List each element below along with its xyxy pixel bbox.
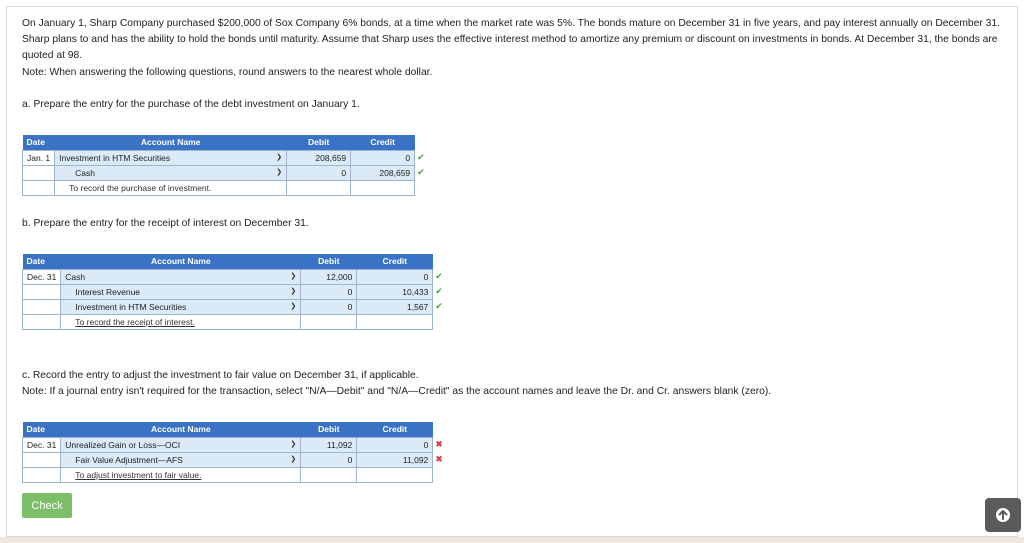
debit-input[interactable]: 12,000 [300,268,358,285]
credit-input[interactable]: 0 [356,436,434,453]
journal-table-b: Date Account Name Debit Credit Dec. 31 C… [21,254,445,330]
chevron-down-icon: ❯ [290,302,297,310]
credit-input[interactable]: 0 [356,268,434,285]
debit-input[interactable]: 208,659 [286,149,352,166]
part-c-question: c. Record the entry to adjust the invest… [22,370,419,381]
table-row: To adjust investment to fair value. [21,466,445,483]
debit-input[interactable]: 0 [300,283,358,300]
header-credit: Credit [350,135,415,150]
memo-text: To record the receipt of interest. [60,313,302,330]
table-row: Jan. 1 Investment in HTM Securities ❯ 208… [21,149,427,166]
header-credit: Credit [356,422,433,437]
credit-input[interactable]: 0 [350,149,416,166]
check-icon: ✔ [435,301,443,311]
part-c-note: Note: If a journal entry isn't required … [22,386,772,397]
chevron-down-icon: ❯ [290,272,297,280]
x-icon: ✖ [435,439,443,449]
bottom-strip [0,537,1024,543]
chevron-down-icon: ❯ [290,455,297,463]
table-row: Cash ❯ 0 208,659 ✔ [21,164,427,181]
journal-table-c: Date Account Name Debit Credit Dec. 31 U… [21,422,445,483]
account-select[interactable]: Cash ❯ [54,164,288,181]
problem-note: Note: When answering the following quest… [22,67,433,78]
table-row: To record the receipt of interest. [21,313,445,330]
account-select[interactable]: Fair Value Adjustment—AFS ❯ [60,451,302,468]
scroll-up-button[interactable] [985,498,1021,532]
header-debit: Debit [300,254,357,269]
check-icon: ✔ [417,152,425,162]
date-cell: Dec. 31 [21,436,62,453]
header-date: Date [22,135,55,150]
debit-input[interactable]: 0 [286,164,352,181]
part-b-question: b. Prepare the entry for the receipt of … [22,218,309,229]
date-cell: Dec. 31 [21,268,62,285]
header-debit: Debit [286,135,351,150]
part-a-question: a. Prepare the entry for the purchase of… [22,99,360,110]
table-row: Fair Value Adjustment—AFS ❯ 0 11,092 ✖ [21,451,445,468]
check-icon: ✔ [435,271,443,281]
chevron-down-icon: ❯ [276,168,283,176]
account-select[interactable]: Cash ❯ [60,268,302,285]
chevron-down-icon: ❯ [290,287,297,295]
memo-text: To adjust investment to fair value. [60,466,302,483]
header-account: Account Name [54,135,287,150]
debit-input[interactable]: 0 [300,451,358,468]
memo-text: To record the purchase of investment. [54,179,288,196]
account-select[interactable]: Unrealized Gain or Loss—OCI ❯ [60,436,302,453]
header-debit: Debit [300,422,357,437]
x-icon: ✖ [435,454,443,464]
header-credit: Credit [356,254,433,269]
check-icon: ✔ [435,286,443,296]
debit-input[interactable]: 11,092 [300,436,358,453]
header-account: Account Name [60,422,301,437]
credit-input[interactable]: 11,092 [356,451,434,468]
header-account: Account Name [60,254,301,269]
date-cell [21,298,62,315]
problem-intro: On January 1, Sharp Company purchased $2… [22,18,1000,61]
credit-input[interactable]: 208,659 [350,164,416,181]
credit-input[interactable]: 1,567 [356,298,434,315]
account-select[interactable]: Investment in HTM Securities ❯ [54,149,288,166]
account-select[interactable]: Investment in HTM Securities ❯ [60,298,302,315]
date-cell [21,451,62,468]
table-row: Dec. 31 Cash ❯ 12,000 0 ✔ [21,268,445,285]
table-row: Investment in HTM Securities ❯ 0 1,567 ✔ [21,298,445,315]
table-row: To record the purchase of investment. [21,179,427,196]
arrow-up-icon [996,508,1010,522]
header-date: Date [22,422,61,437]
table-row: Dec. 31 Unrealized Gain or Loss—OCI ❯ 11,… [21,436,445,453]
date-cell [21,283,62,300]
check-button[interactable]: Check [22,493,72,518]
debit-input[interactable]: 0 [300,298,358,315]
content-frame [6,6,1018,537]
date-cell: Jan. 1 [21,149,56,166]
header-date: Date [22,254,61,269]
chevron-down-icon: ❯ [290,440,297,448]
account-select[interactable]: Interest Revenue ❯ [60,283,302,300]
date-cell [21,164,56,181]
check-icon: ✔ [417,167,425,177]
table-row: Interest Revenue ❯ 0 10,433 ✔ [21,283,445,300]
credit-input[interactable]: 10,433 [356,283,434,300]
journal-table-a: Date Account Name Debit Credit Jan. 1 In… [21,135,427,196]
chevron-down-icon: ❯ [276,153,283,161]
